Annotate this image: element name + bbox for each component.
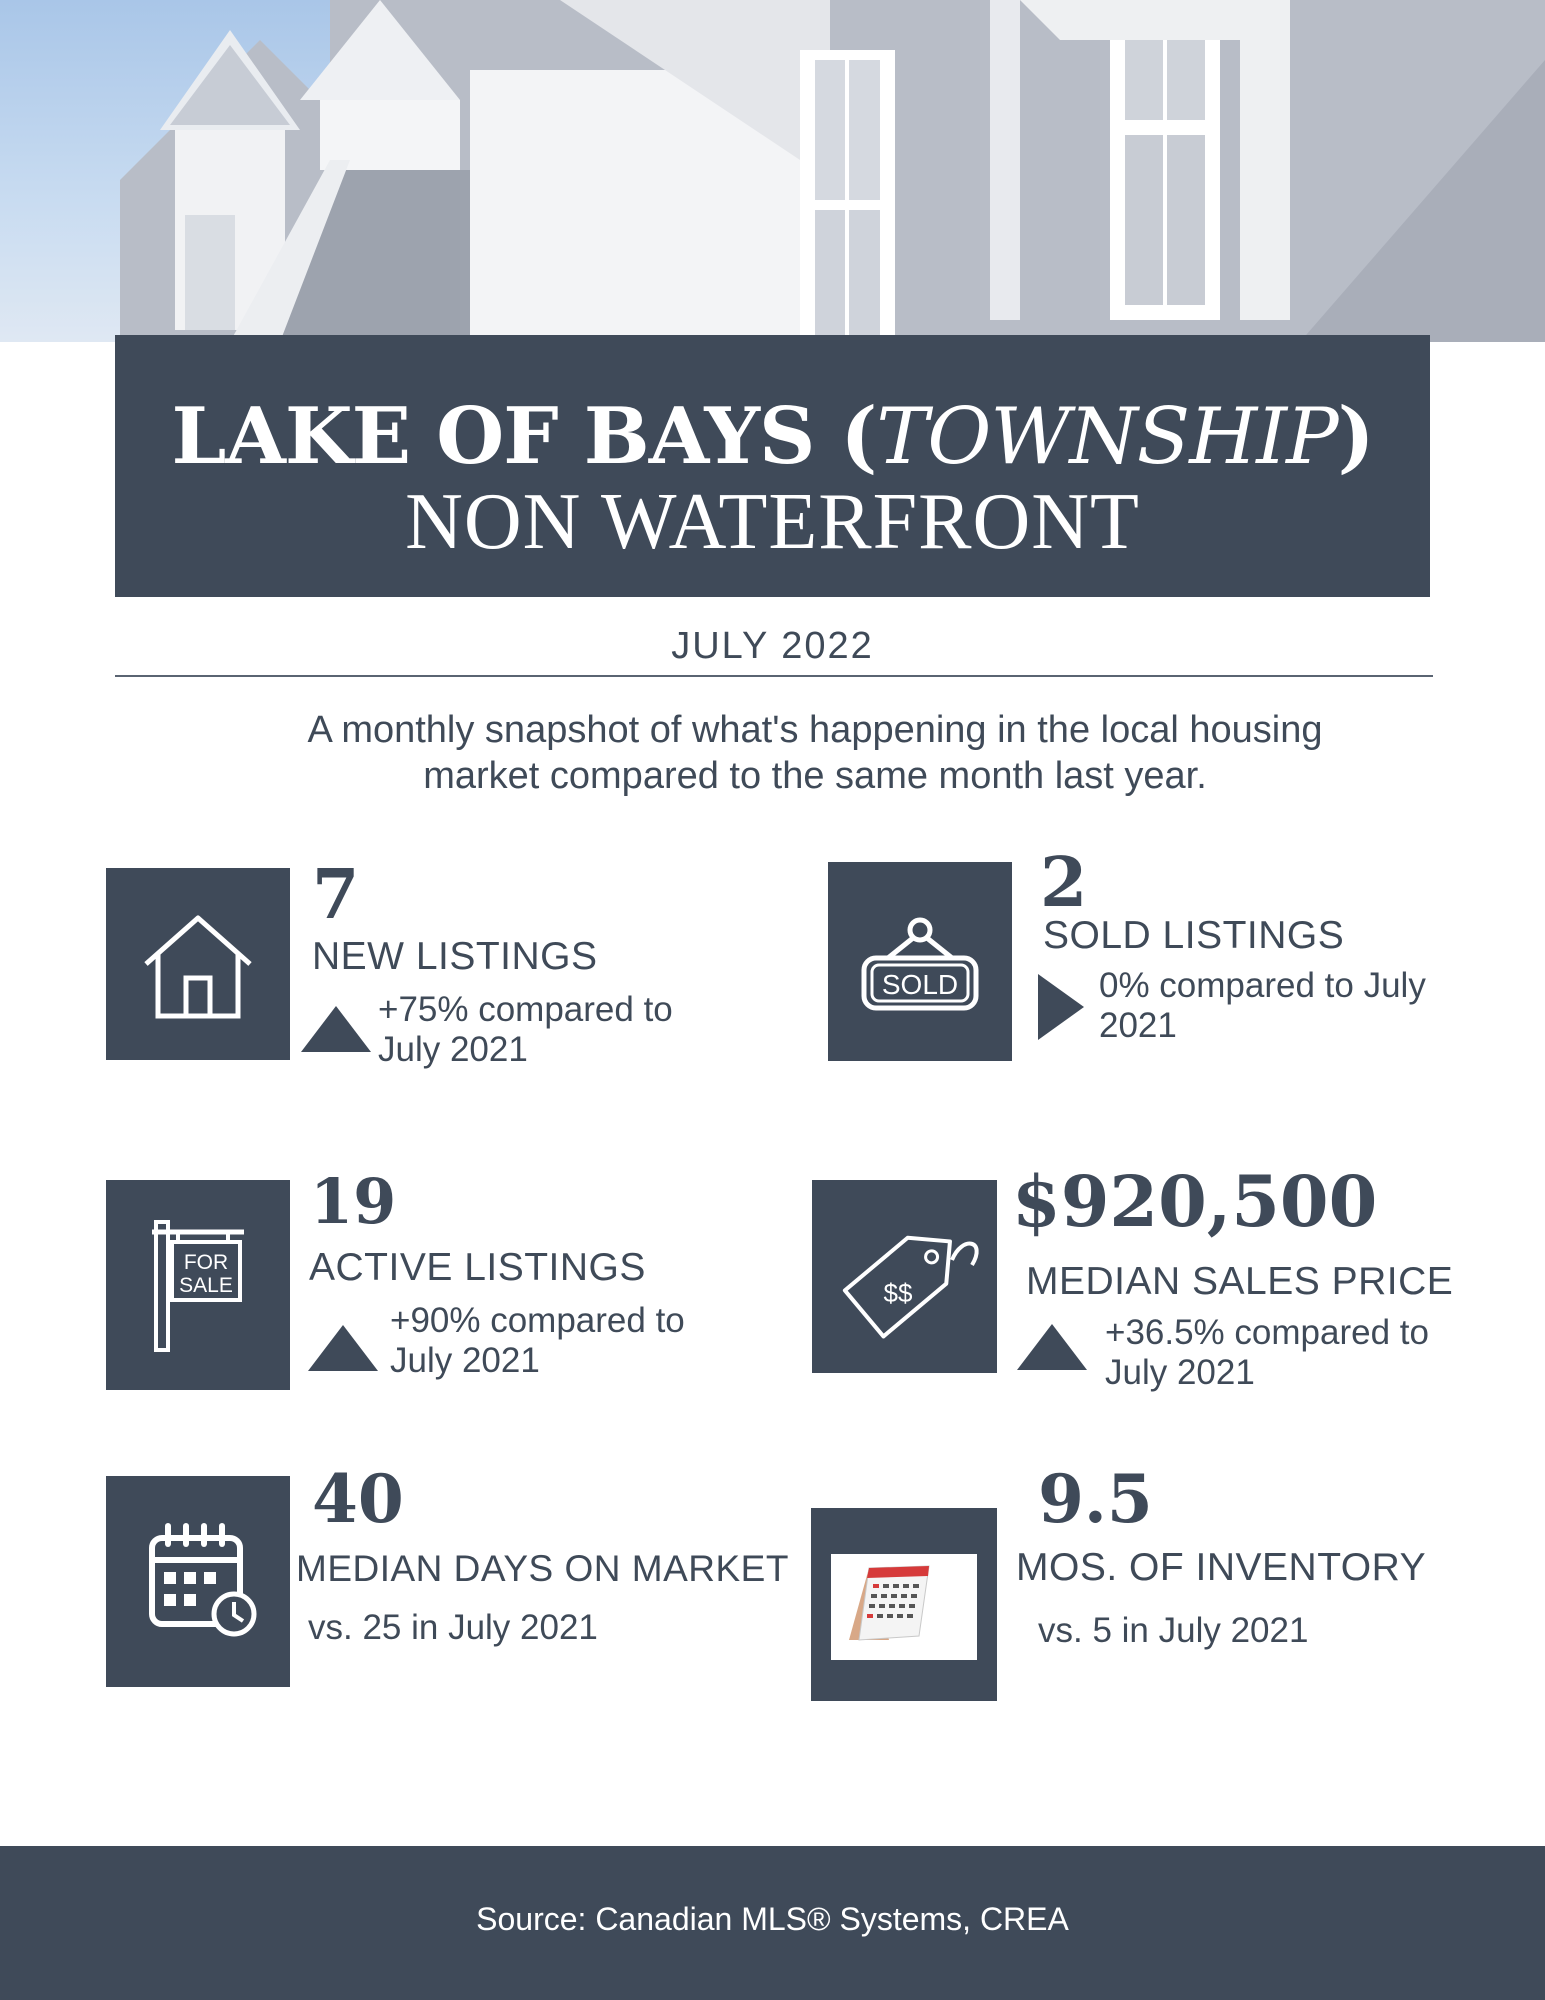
source-note: Source: Canadian MLS® Systems, CREA: [476, 1901, 1069, 1937]
report-date: JULY 2022: [671, 625, 874, 667]
median-price-compare: +36.5% compared to July 2021: [1105, 1313, 1429, 1392]
median-price-icon-box: $$: [812, 1180, 997, 1373]
active-listings-compare: +90% compared to July 2021: [390, 1301, 685, 1380]
svg-text:$$: $$: [884, 1278, 913, 1308]
sold-sign-icon: SOLD: [861, 917, 979, 1011]
title-township: TOWNSHIP: [876, 392, 1338, 482]
calendar-clock-icon: [149, 1523, 257, 1637]
sold-listings-label: SOLD LISTINGS: [1043, 914, 1345, 957]
new-listings-value: 7: [312, 855, 360, 935]
trend-flat-icon: [1038, 974, 1084, 1040]
sold-listings-value: 2: [1040, 843, 1088, 923]
title-banner: LAKE OF BAYS (TOWNSHIP) NON WATERFRONT: [115, 335, 1430, 597]
for-sale-sign-icon: FOR SALE: [152, 1220, 244, 1352]
hero-house-photo: [0, 0, 1545, 342]
divider: [115, 675, 1433, 677]
trend-up-icon: [308, 1325, 378, 1371]
svg-text:FOR: FOR: [184, 1251, 228, 1274]
house-icon: [144, 915, 252, 1019]
footer: Source: Canadian MLS® Systems, CREA: [0, 1846, 1545, 2000]
sold-listings-compare: 0% compared to July 2021: [1099, 966, 1426, 1045]
price-tag-icon: $$: [842, 1235, 979, 1339]
new-listings-icon-box: [106, 868, 290, 1060]
active-listings-icon-box: FOR SALE: [106, 1180, 290, 1390]
active-listings-label: ACTIVE LISTINGS: [309, 1246, 646, 1289]
days-on-market-compare: vs. 25 in July 2021: [308, 1608, 598, 1647]
desk-calendar-icon: [831, 1554, 977, 1660]
active-listings-value: 19: [310, 1165, 397, 1238]
subtitle: A monthly snapshot of what's happening i…: [307, 709, 1323, 797]
days-on-market-value: 40: [312, 1460, 404, 1538]
days-on-market-label: MEDIAN DAYS ON MARKET: [296, 1548, 789, 1589]
inventory-label: MOS. OF INVENTORY: [1016, 1546, 1427, 1589]
svg-text:SALE: SALE: [179, 1274, 233, 1297]
title-category: NON WATERFRONT: [405, 478, 1140, 566]
new-listings-label: NEW LISTINGS: [312, 935, 598, 978]
title-location: LAKE OF BAYS (TOWNSHIP): [171, 391, 1375, 482]
days-on-market-icon-box: [106, 1476, 290, 1687]
inventory-icon-box: [811, 1508, 997, 1701]
median-price-value: $920,500: [1012, 1160, 1378, 1243]
inventory-value: 9.5: [1038, 1460, 1153, 1538]
inventory-compare: vs. 5 in July 2021: [1038, 1611, 1309, 1650]
svg-text:SOLD: SOLD: [882, 969, 958, 1000]
median-price-label: MEDIAN SALES PRICE: [1026, 1260, 1454, 1303]
trend-up-icon: [1017, 1324, 1087, 1370]
sold-listings-icon-box: SOLD: [828, 862, 1012, 1061]
new-listings-compare: +75% compared to July 2021: [378, 990, 673, 1069]
trend-up-icon: [301, 1006, 371, 1052]
